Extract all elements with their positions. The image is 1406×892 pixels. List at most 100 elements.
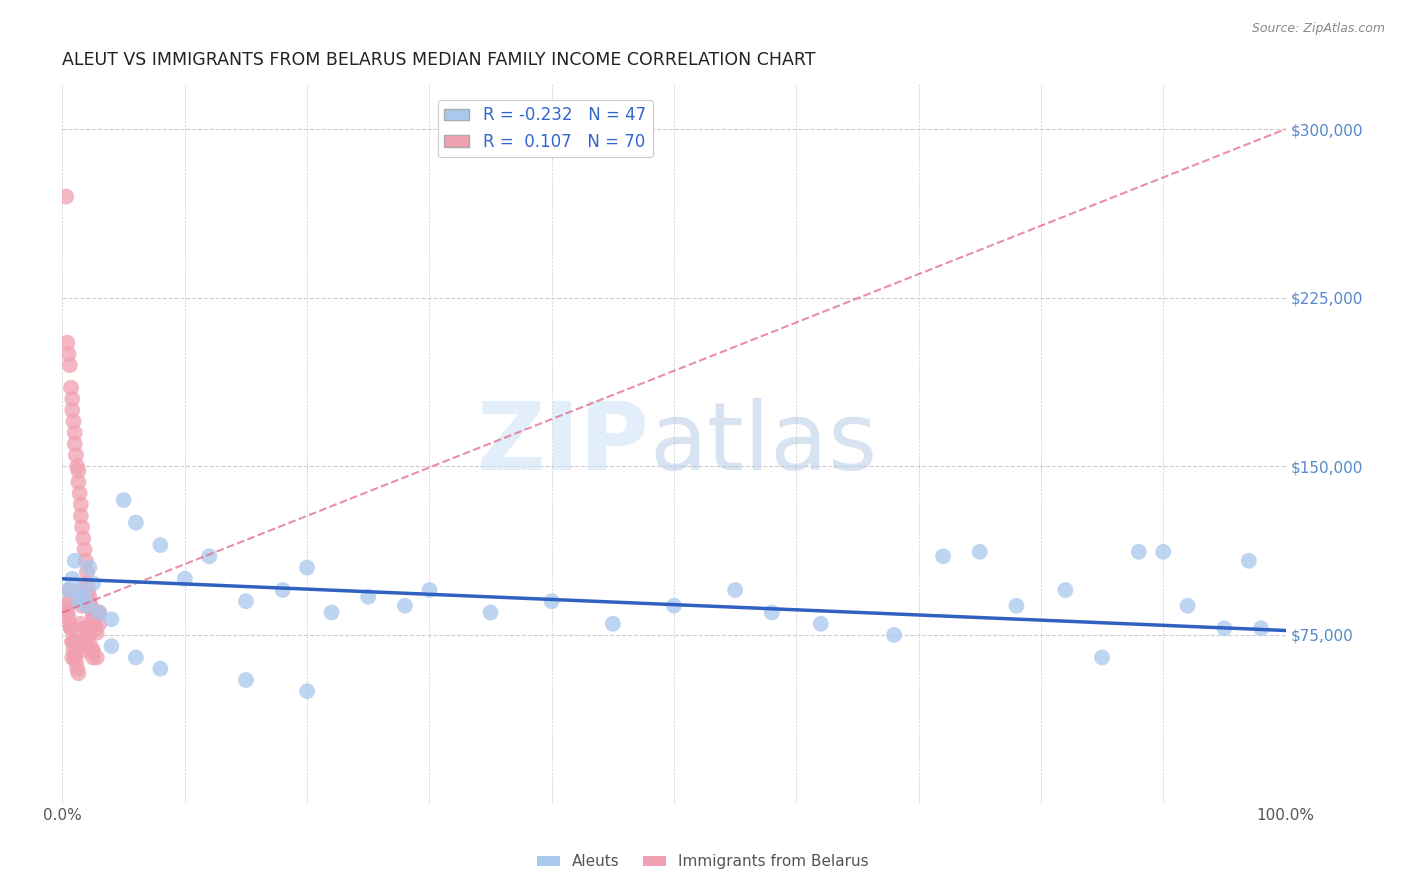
- Point: [60, 634, 83, 648]
- Point: [79, 560, 101, 574]
- Point: [76, 565, 98, 579]
- Point: [82, 612, 104, 626]
- Point: [418, 582, 440, 597]
- Point: [70, 599, 93, 613]
- Point: [60, 403, 83, 417]
- Point: [67, 475, 90, 489]
- Point: [540, 594, 562, 608]
- Point: [271, 582, 294, 597]
- Point: [55, 189, 77, 203]
- Point: [235, 673, 257, 687]
- Point: [60, 621, 83, 635]
- Point: [1177, 599, 1199, 613]
- Point: [75, 554, 97, 568]
- Point: [810, 616, 832, 631]
- Point: [394, 599, 416, 613]
- Point: [67, 666, 90, 681]
- Point: [60, 392, 83, 406]
- Point: [60, 572, 83, 586]
- Point: [125, 516, 148, 530]
- Point: [62, 644, 84, 658]
- Point: [125, 650, 148, 665]
- Point: [932, 549, 955, 564]
- Point: [82, 650, 104, 665]
- Point: [724, 582, 747, 597]
- Point: [80, 644, 103, 658]
- Point: [100, 612, 122, 626]
- Point: [56, 335, 79, 350]
- Point: [60, 621, 83, 635]
- Point: [76, 628, 98, 642]
- Point: [1091, 650, 1114, 665]
- Point: [1005, 599, 1028, 613]
- Point: [55, 599, 77, 613]
- Legend: Aleuts, Immigrants from Belarus: Aleuts, Immigrants from Belarus: [531, 848, 875, 875]
- Point: [969, 545, 991, 559]
- Point: [58, 347, 80, 361]
- Text: ZIP: ZIP: [477, 398, 650, 490]
- Point: [79, 628, 101, 642]
- Point: [79, 594, 101, 608]
- Text: atlas: atlas: [650, 398, 877, 490]
- Point: [173, 572, 195, 586]
- Point: [60, 381, 83, 395]
- Point: [80, 603, 103, 617]
- Point: [60, 634, 83, 648]
- Point: [76, 599, 98, 613]
- Point: [235, 594, 257, 608]
- Point: [89, 606, 111, 620]
- Point: [72, 621, 94, 635]
- Point: [75, 644, 97, 658]
- Point: [66, 644, 89, 658]
- Point: [76, 576, 98, 591]
- Point: [69, 582, 91, 597]
- Point: [112, 493, 135, 508]
- Point: [76, 599, 98, 613]
- Point: [65, 448, 87, 462]
- Point: [69, 634, 91, 648]
- Point: [82, 576, 104, 591]
- Point: [1250, 621, 1272, 635]
- Point: [73, 590, 96, 604]
- Point: [62, 414, 84, 428]
- Point: [662, 599, 685, 613]
- Point: [56, 606, 79, 620]
- Point: [59, 594, 82, 608]
- Point: [69, 582, 91, 597]
- Point: [66, 662, 89, 676]
- Point: [69, 498, 91, 512]
- Point: [149, 662, 172, 676]
- Point: [602, 616, 624, 631]
- Text: ALEUT VS IMMIGRANTS FROM BELARUS MEDIAN FAMILY INCOME CORRELATION CHART: ALEUT VS IMMIGRANTS FROM BELARUS MEDIAN …: [62, 51, 815, 69]
- Point: [63, 425, 86, 440]
- Point: [83, 616, 105, 631]
- Point: [79, 590, 101, 604]
- Point: [66, 459, 89, 474]
- Point: [100, 639, 122, 653]
- Point: [1152, 545, 1174, 559]
- Point: [58, 610, 80, 624]
- Point: [67, 594, 90, 608]
- Point: [58, 582, 80, 597]
- Point: [63, 650, 86, 665]
- Point: [58, 582, 80, 597]
- Point: [63, 437, 86, 451]
- Text: Source: ZipAtlas.com: Source: ZipAtlas.com: [1251, 22, 1385, 36]
- Point: [761, 606, 783, 620]
- Point: [84, 621, 107, 635]
- Point: [69, 486, 91, 500]
- Point: [82, 644, 104, 658]
- Point: [60, 650, 83, 665]
- Point: [69, 616, 91, 631]
- Legend: R = -0.232   N = 47, R =  0.107   N = 70: R = -0.232 N = 47, R = 0.107 N = 70: [437, 100, 652, 157]
- Point: [89, 616, 111, 631]
- Point: [77, 582, 100, 597]
- Point: [1237, 554, 1260, 568]
- Point: [72, 531, 94, 545]
- Point: [73, 634, 96, 648]
- Point: [77, 621, 100, 635]
- Point: [1054, 582, 1077, 597]
- Point: [1213, 621, 1236, 635]
- Point: [59, 358, 82, 372]
- Point: [86, 650, 108, 665]
